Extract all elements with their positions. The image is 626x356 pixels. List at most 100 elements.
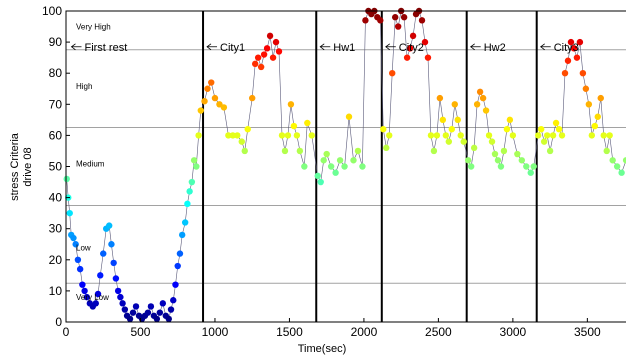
data-point bbox=[229, 132, 237, 139]
data-point bbox=[386, 132, 393, 139]
data-point bbox=[108, 241, 115, 248]
level-label: Low bbox=[76, 243, 91, 252]
data-point bbox=[186, 188, 193, 195]
data-point bbox=[546, 147, 554, 155]
data-point bbox=[172, 281, 179, 288]
data-point bbox=[433, 132, 441, 139]
data-point bbox=[74, 256, 82, 263]
data-point bbox=[257, 63, 265, 71]
data-point bbox=[403, 54, 411, 61]
data-point bbox=[165, 315, 172, 323]
data-point bbox=[389, 70, 396, 77]
segment-arrow-head bbox=[385, 43, 391, 51]
data-point bbox=[304, 119, 311, 127]
data-point bbox=[442, 132, 450, 139]
data-point bbox=[460, 138, 467, 145]
data-point bbox=[174, 262, 181, 270]
data-point bbox=[197, 107, 205, 114]
data-point bbox=[377, 17, 384, 24]
data-point bbox=[430, 147, 438, 155]
data-point bbox=[254, 54, 262, 61]
data-point bbox=[92, 300, 99, 307]
data-point bbox=[473, 101, 481, 108]
data-point bbox=[479, 94, 487, 102]
y-tick-label: 70 bbox=[49, 97, 63, 111]
data-point bbox=[597, 94, 604, 102]
data-point bbox=[190, 157, 198, 164]
data-point bbox=[400, 14, 408, 21]
segment-arrow-head bbox=[206, 43, 212, 51]
data-point bbox=[220, 104, 228, 111]
data-point bbox=[606, 132, 613, 139]
data-point bbox=[241, 147, 248, 155]
data-point bbox=[79, 281, 86, 288]
segment-labels: First restCity1Hw1City2Hw2City3second Re… bbox=[70, 42, 579, 54]
segment-arrow-head bbox=[470, 43, 475, 51]
segment-arrow-head bbox=[70, 43, 76, 51]
data-point bbox=[618, 169, 625, 176]
data-point bbox=[491, 150, 499, 158]
data-points bbox=[63, 7, 626, 323]
data-point bbox=[81, 287, 88, 295]
data-point bbox=[126, 315, 134, 323]
data-point bbox=[436, 94, 444, 102]
data-point bbox=[110, 259, 117, 267]
data-point bbox=[156, 309, 164, 316]
data-point bbox=[506, 116, 514, 124]
data-point bbox=[391, 14, 399, 21]
data-point bbox=[287, 101, 295, 108]
data-point bbox=[445, 138, 453, 145]
data-point bbox=[248, 94, 256, 102]
data-point bbox=[195, 132, 202, 139]
data-point bbox=[350, 157, 357, 164]
segment-label: Hw2 bbox=[484, 42, 506, 54]
data-point bbox=[153, 315, 161, 323]
data-point bbox=[269, 54, 277, 61]
y-tick-label: 100 bbox=[42, 4, 62, 18]
data-point bbox=[296, 147, 304, 155]
data-point bbox=[314, 172, 321, 180]
data-point bbox=[216, 101, 223, 108]
data-point bbox=[263, 45, 271, 52]
segment-label: City2 bbox=[399, 42, 424, 54]
data-point bbox=[494, 157, 502, 164]
data-point bbox=[527, 169, 534, 176]
data-point bbox=[208, 79, 215, 86]
data-point bbox=[454, 116, 461, 124]
data-point bbox=[564, 57, 572, 64]
x-tick-label: 1000 bbox=[202, 325, 229, 339]
data-point bbox=[570, 45, 578, 52]
data-point bbox=[573, 54, 581, 61]
data-point bbox=[94, 290, 102, 298]
data-point bbox=[470, 144, 478, 152]
data-point bbox=[523, 163, 530, 170]
data-point bbox=[603, 147, 610, 155]
data-point bbox=[406, 45, 414, 52]
data-point bbox=[272, 38, 280, 46]
data-point bbox=[543, 132, 551, 139]
data-point bbox=[549, 132, 557, 139]
data-point bbox=[129, 309, 137, 316]
y-tick-label: 10 bbox=[49, 284, 63, 298]
data-point bbox=[567, 38, 575, 46]
data-point bbox=[100, 250, 107, 257]
y-tick-label: 40 bbox=[49, 191, 63, 205]
data-point bbox=[266, 32, 274, 40]
y-tick-label: 60 bbox=[49, 128, 63, 142]
data-point bbox=[457, 132, 464, 139]
data-point bbox=[561, 70, 569, 77]
data-point bbox=[394, 23, 402, 30]
data-point bbox=[418, 17, 426, 24]
y-axis-label-line1: stress Criteria bbox=[9, 132, 21, 201]
level-labels: Very High High Medium Low Very Low bbox=[76, 23, 111, 303]
data-point bbox=[380, 125, 387, 133]
data-point bbox=[579, 70, 587, 77]
data-point bbox=[336, 157, 344, 164]
data-point bbox=[341, 163, 348, 170]
x-tick-label: 2500 bbox=[425, 325, 452, 339]
data-point bbox=[448, 125, 456, 133]
data-point bbox=[170, 297, 177, 304]
axis-ticks: 0500100015002000250030003500400045000102… bbox=[42, 4, 601, 339]
data-point bbox=[121, 306, 129, 313]
y-tick-label: 90 bbox=[49, 35, 63, 49]
